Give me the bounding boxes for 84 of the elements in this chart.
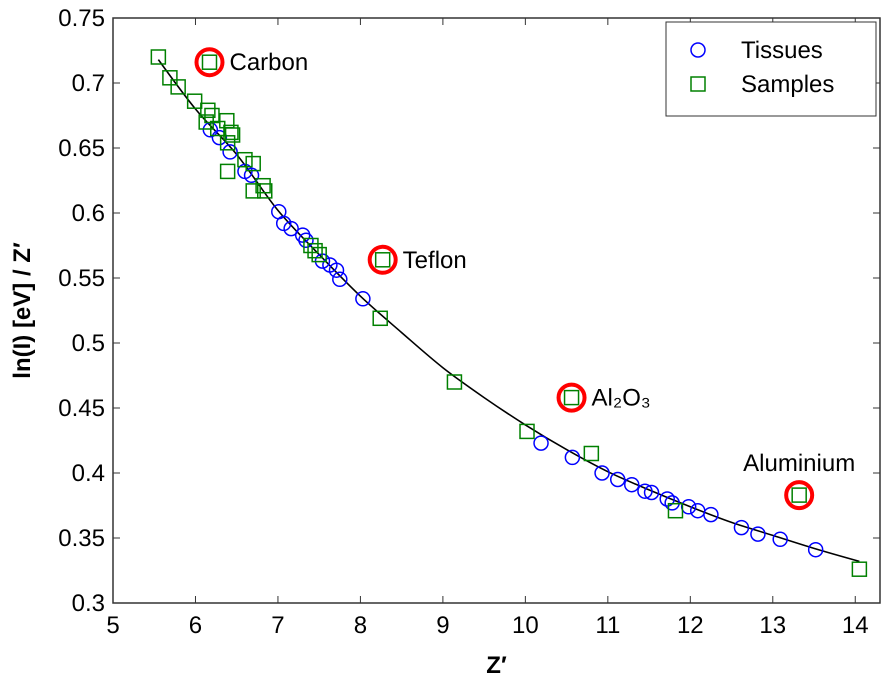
annotation: Al₂O₃ <box>592 384 651 412</box>
x-axis-title: Z′ <box>486 652 507 679</box>
point <box>170 79 186 95</box>
point <box>734 520 750 536</box>
point <box>355 291 371 307</box>
point <box>307 242 323 258</box>
y-tick-label: 0.5 <box>72 330 105 357</box>
point <box>303 238 319 254</box>
point <box>219 112 235 128</box>
point <box>311 246 327 262</box>
point <box>244 168 260 184</box>
y-tick-label: 0.35 <box>58 525 105 552</box>
x-tick-label: 13 <box>759 612 786 639</box>
x-tick-label: 8 <box>354 612 368 639</box>
y-tick-label: 0.55 <box>58 265 105 292</box>
point <box>257 183 272 199</box>
point <box>220 135 236 151</box>
point <box>212 130 228 146</box>
point <box>624 476 640 492</box>
point <box>610 472 626 488</box>
point <box>200 102 216 118</box>
point <box>690 502 706 518</box>
point <box>644 484 660 500</box>
point <box>852 561 868 577</box>
point <box>750 526 766 542</box>
point <box>245 183 261 199</box>
legend-label: Samples <box>741 71 834 98</box>
point <box>533 435 549 451</box>
point <box>703 506 719 522</box>
x-tick-label: 12 <box>676 612 704 639</box>
y-tick-label: 0.65 <box>58 135 105 162</box>
point <box>276 216 292 232</box>
annotation: Carbon <box>229 49 308 76</box>
point <box>202 122 218 138</box>
y-tick-label: 0.3 <box>72 590 105 617</box>
point <box>237 164 253 180</box>
y-tick-label: 0.45 <box>58 395 105 422</box>
point <box>664 495 680 511</box>
y-axis-title: ln(I) [eV] / Z′ <box>9 242 36 379</box>
x-tick-label: 6 <box>188 612 202 639</box>
point <box>186 93 202 109</box>
point <box>255 178 271 194</box>
point <box>210 120 226 136</box>
point <box>332 272 348 288</box>
point <box>659 491 675 507</box>
point <box>283 220 299 236</box>
x-tick-label: 11 <box>595 612 620 639</box>
y-tick-label: 0.7 <box>72 70 105 97</box>
point <box>372 310 388 326</box>
point <box>637 483 653 499</box>
x-tick-label: 9 <box>436 612 450 639</box>
point <box>328 262 344 278</box>
y-tick-label: 0.75 <box>58 5 105 32</box>
point <box>298 232 314 248</box>
point <box>446 374 462 390</box>
legend-label: Tissues <box>741 37 823 64</box>
y-tick-label: 0.6 <box>72 200 105 227</box>
point <box>294 227 310 243</box>
point <box>198 114 214 130</box>
point <box>322 257 338 273</box>
point <box>245 156 261 172</box>
point <box>204 108 220 124</box>
point <box>584 446 600 462</box>
x-tick-label: 7 <box>271 612 285 639</box>
point <box>271 204 287 220</box>
x-tick-label: 10 <box>512 612 539 639</box>
annotation: Teflon <box>402 246 467 274</box>
point <box>162 70 178 86</box>
point <box>314 253 330 269</box>
point <box>519 424 535 440</box>
point <box>772 532 788 548</box>
point <box>668 502 684 518</box>
point <box>564 450 580 466</box>
point <box>237 152 253 168</box>
x-tick-label: 5 <box>106 612 120 639</box>
point <box>220 164 236 180</box>
point <box>680 499 696 515</box>
point <box>150 49 166 65</box>
point <box>594 465 610 481</box>
y-tick-label: 0.4 <box>72 460 105 487</box>
annotation: Aluminium <box>743 450 856 478</box>
point <box>808 542 824 558</box>
point <box>222 144 238 160</box>
x-tick-label: 14 <box>842 612 869 639</box>
